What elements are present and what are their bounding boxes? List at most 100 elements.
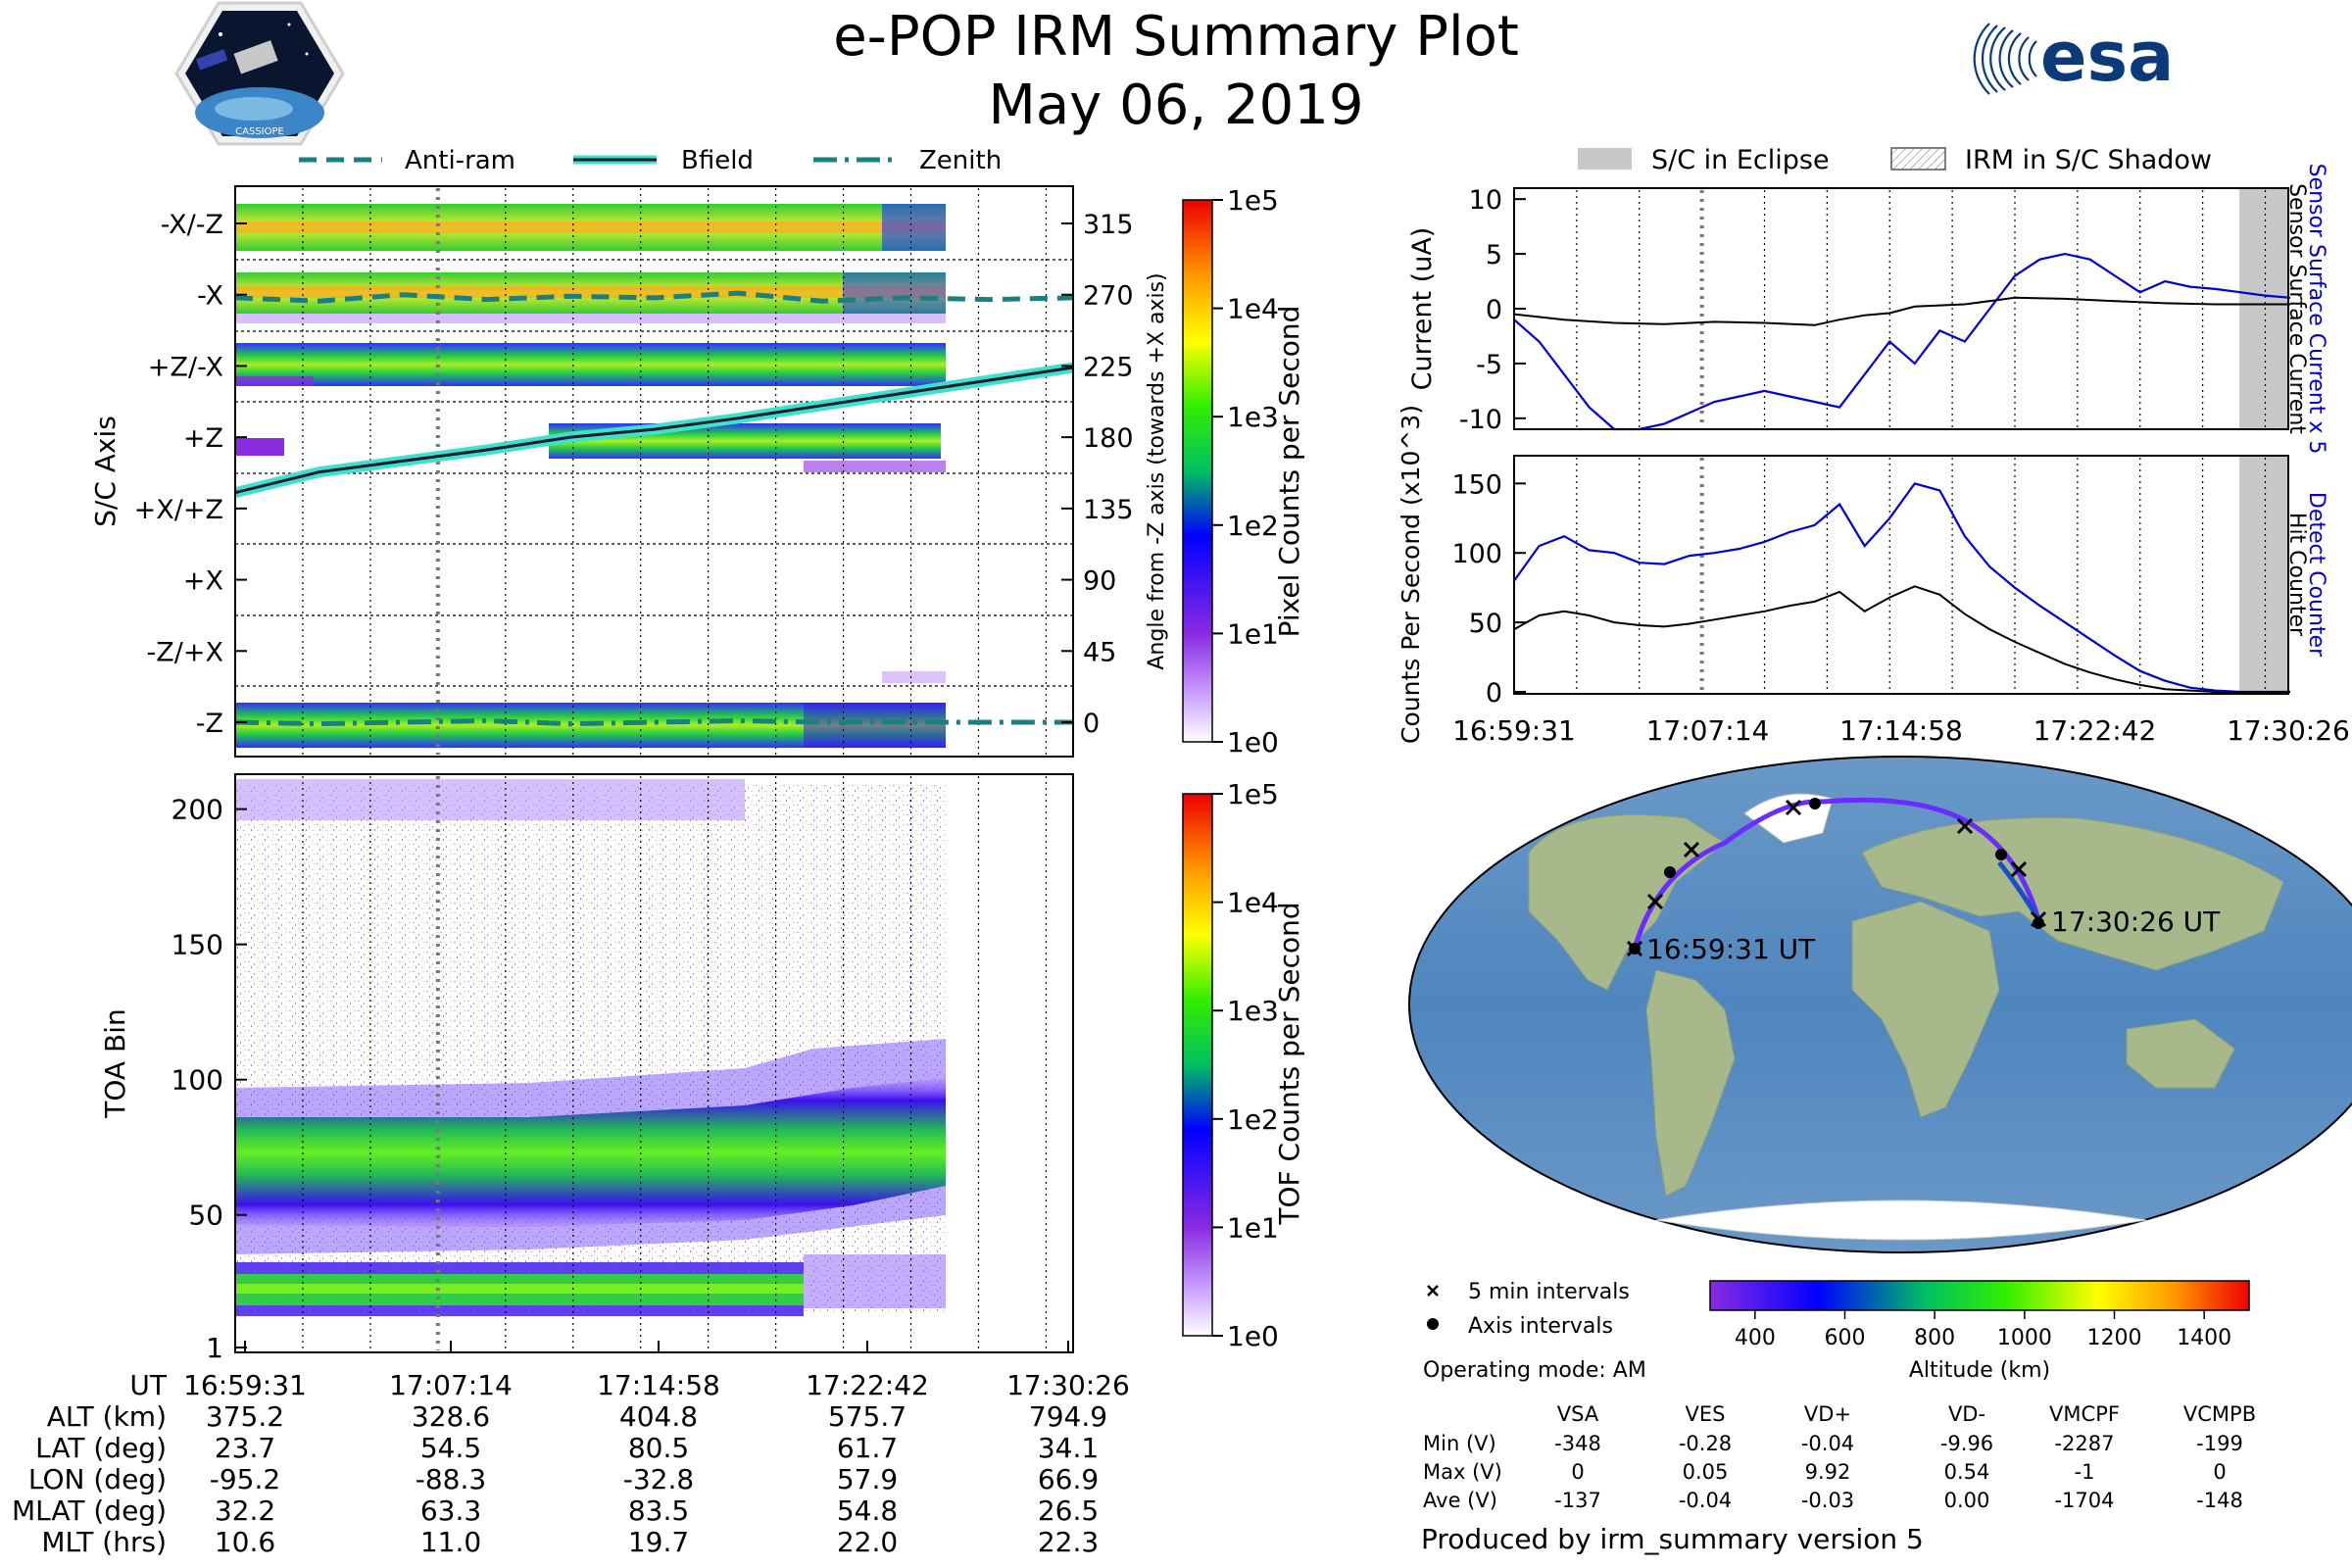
ephemeris-cell: 23.7	[215, 1432, 275, 1464]
ephemeris-row-label: MLT (hrs)	[41, 1526, 167, 1558]
voltage-cell: -148	[2196, 1489, 2243, 1512]
sc-axis-ylabel: S/C Axis	[89, 416, 122, 527]
ephemeris-cell: 575.7	[828, 1400, 906, 1433]
toa-ytick: 150	[172, 929, 223, 961]
sc-axis-category: -X/-Z	[161, 210, 223, 240]
five-min-legend-label: 5 min intervals	[1468, 1280, 1630, 1304]
ground-track	[1632, 797, 2041, 950]
voltage-cell: 9.92	[1805, 1460, 1851, 1484]
counts-right-label-2: Hit Counter	[2284, 513, 2309, 637]
voltage-column-header: VSA	[1557, 1402, 1599, 1426]
ephemeris-cell: -95.2	[210, 1463, 280, 1495]
eclipse-shade-current	[2239, 188, 2288, 429]
current-right-label-1: Sensor Surface Current x 5	[2304, 164, 2328, 455]
current-ytick: 10	[1469, 185, 1502, 216]
counts-xtick: 17:14:58	[1839, 714, 1963, 747]
bfield-legend-label: Bfield	[681, 146, 754, 175]
altitude-colorbar: 400 600 800 1000 1200 1400 Altitude (km)	[1709, 1280, 2250, 1383]
current-legend: S/C in Eclipse IRM in S/C Shadow	[1578, 145, 2212, 175]
ephemeris-cell: 57.9	[837, 1463, 898, 1495]
figure-title: e-POP IRM Summary Plot	[833, 5, 1519, 69]
current-ytick: -10	[1459, 405, 1502, 435]
ephemeris-row-label: LON (deg)	[28, 1463, 167, 1495]
esa-logo: esa	[1973, 17, 2174, 97]
track-axis-markers	[1629, 798, 2044, 955]
voltage-cell: -0.04	[1801, 1432, 1854, 1455]
ephemeris-cell: 16:59:31	[183, 1369, 307, 1401]
antiram-line	[234, 290, 1074, 304]
tof-colorbar-label: TOF Counts per Second	[1273, 902, 1305, 1225]
colorbar-tick: 1e0	[1227, 726, 1279, 759]
voltage-row-label: Max (V)	[1423, 1460, 1502, 1484]
colorbar-tick: 1e2	[1227, 1103, 1279, 1136]
current-right-label-2: Sensor Surface Current	[2284, 183, 2309, 434]
zenith-legend-label: Zenith	[919, 146, 1002, 175]
toa-ytick: 100	[172, 1064, 223, 1097]
altitude-label: Altitude (km)	[1909, 1358, 2050, 1383]
ephemeris-cell: 32.2	[215, 1494, 275, 1527]
voltage-cell: -9.96	[1940, 1432, 1993, 1455]
sc-axis-labels: -X/-Z -X +Z/-X +Z +X/+Z +X -Z/+X -Z	[134, 210, 247, 739]
voltage-column-header: VD+	[1804, 1402, 1851, 1426]
voltage-cell: -348	[1554, 1432, 1601, 1455]
eclipse-shade-counts	[2239, 456, 2288, 694]
eclipse-legend-label: S/C in Eclipse	[1651, 145, 1830, 175]
voltage-cell: -199	[2196, 1432, 2243, 1455]
five-min-legend-marker	[1427, 1285, 1439, 1297]
colorbar-tick: 1e5	[1227, 778, 1279, 810]
colorbar-tick: 1e4	[1227, 293, 1279, 325]
current-ylabel: Current (uA)	[1407, 227, 1438, 391]
counts-series	[1513, 482, 2290, 694]
cassiope-label: CASSIOPE	[235, 126, 284, 137]
ground-track-map: 16:59:31 UT 17:30:26 UT	[1408, 756, 2352, 1253]
sc-axis-category: -X	[197, 281, 223, 312]
voltage-row-label: Min (V)	[1423, 1432, 1496, 1455]
row-minus-z-x	[882, 671, 946, 683]
voltage-cell: -0.04	[1679, 1489, 1732, 1512]
ephemeris-cell: 17:22:42	[806, 1369, 929, 1401]
counts-ylabel: Counts Per Second (x10^3)	[1396, 405, 1425, 744]
voltage-cell: -2287	[2054, 1432, 2114, 1455]
ephemeris-cell: -32.8	[623, 1463, 694, 1495]
shadow-legend-swatch	[1890, 147, 1946, 171]
sc-angle-tick: 90	[1083, 566, 1116, 597]
voltage-column-header: VMCPF	[2049, 1402, 2120, 1426]
ephemeris-cell: 26.5	[1038, 1494, 1099, 1527]
bfield-line	[234, 366, 1074, 495]
counts-ytick: 0	[1486, 678, 1502, 709]
ephemeris-cell: 80.5	[628, 1432, 689, 1464]
voltage-cell: 0	[2213, 1460, 2226, 1484]
colorbar-tick: 1e0	[1227, 1320, 1279, 1352]
toa-ytick: 1	[206, 1332, 223, 1364]
sc-angle-tick: 315	[1083, 210, 1134, 240]
ephemeris-cell: 11.0	[420, 1526, 481, 1558]
sc-direction-lines	[233, 290, 1074, 727]
toa-ylabel: TOA Bin	[99, 1008, 131, 1118]
antarctica	[1655, 1200, 2147, 1241]
sc-axis-legend: Anti-ram Bfield Zenith	[299, 146, 1002, 175]
toa-ytick: 200	[172, 794, 223, 826]
voltage-cell: -0.03	[1801, 1489, 1854, 1512]
ephemeris-cell: 54.8	[837, 1494, 898, 1527]
voltage-cell: -1	[2075, 1460, 2095, 1484]
altitude-tick: 1200	[2087, 1326, 2142, 1350]
pixel-colorbar: 1e5 1e4 1e3 1e2 1e1 1e0 Pixel Counts per Seco…	[1182, 184, 1305, 759]
ephemeris-row-label: LAT (deg)	[35, 1432, 167, 1464]
esa-wordmark: esa	[2040, 17, 2174, 97]
counts-xtick: 16:59:31	[1452, 714, 1576, 747]
colorbar-tick: 1e2	[1227, 510, 1279, 542]
sc-angle-tick: 135	[1083, 495, 1134, 525]
colorbar-tick: 1e4	[1227, 887, 1279, 919]
altitude-tick: 1000	[1997, 1326, 2052, 1350]
voltage-cell: 0.00	[1944, 1489, 1990, 1512]
ephemeris-cell: 22.3	[1038, 1526, 1099, 1558]
tof-colorbar: 1e5 1e4 1e3 1e2 1e1 1e0 TOF Counts per Second	[1182, 778, 1305, 1352]
colorbar-tick: 1e3	[1227, 995, 1279, 1027]
ephemeris-cell: 63.3	[420, 1494, 481, 1527]
ephemeris-cell: 404.8	[619, 1400, 698, 1433]
ephemeris-cell: 328.6	[412, 1400, 490, 1433]
sc-axis-heatmap	[235, 204, 946, 748]
voltage-cell: 0.05	[1683, 1460, 1729, 1484]
detect-counter-line	[1513, 482, 2290, 694]
sc-angle-tick: 0	[1083, 709, 1100, 739]
